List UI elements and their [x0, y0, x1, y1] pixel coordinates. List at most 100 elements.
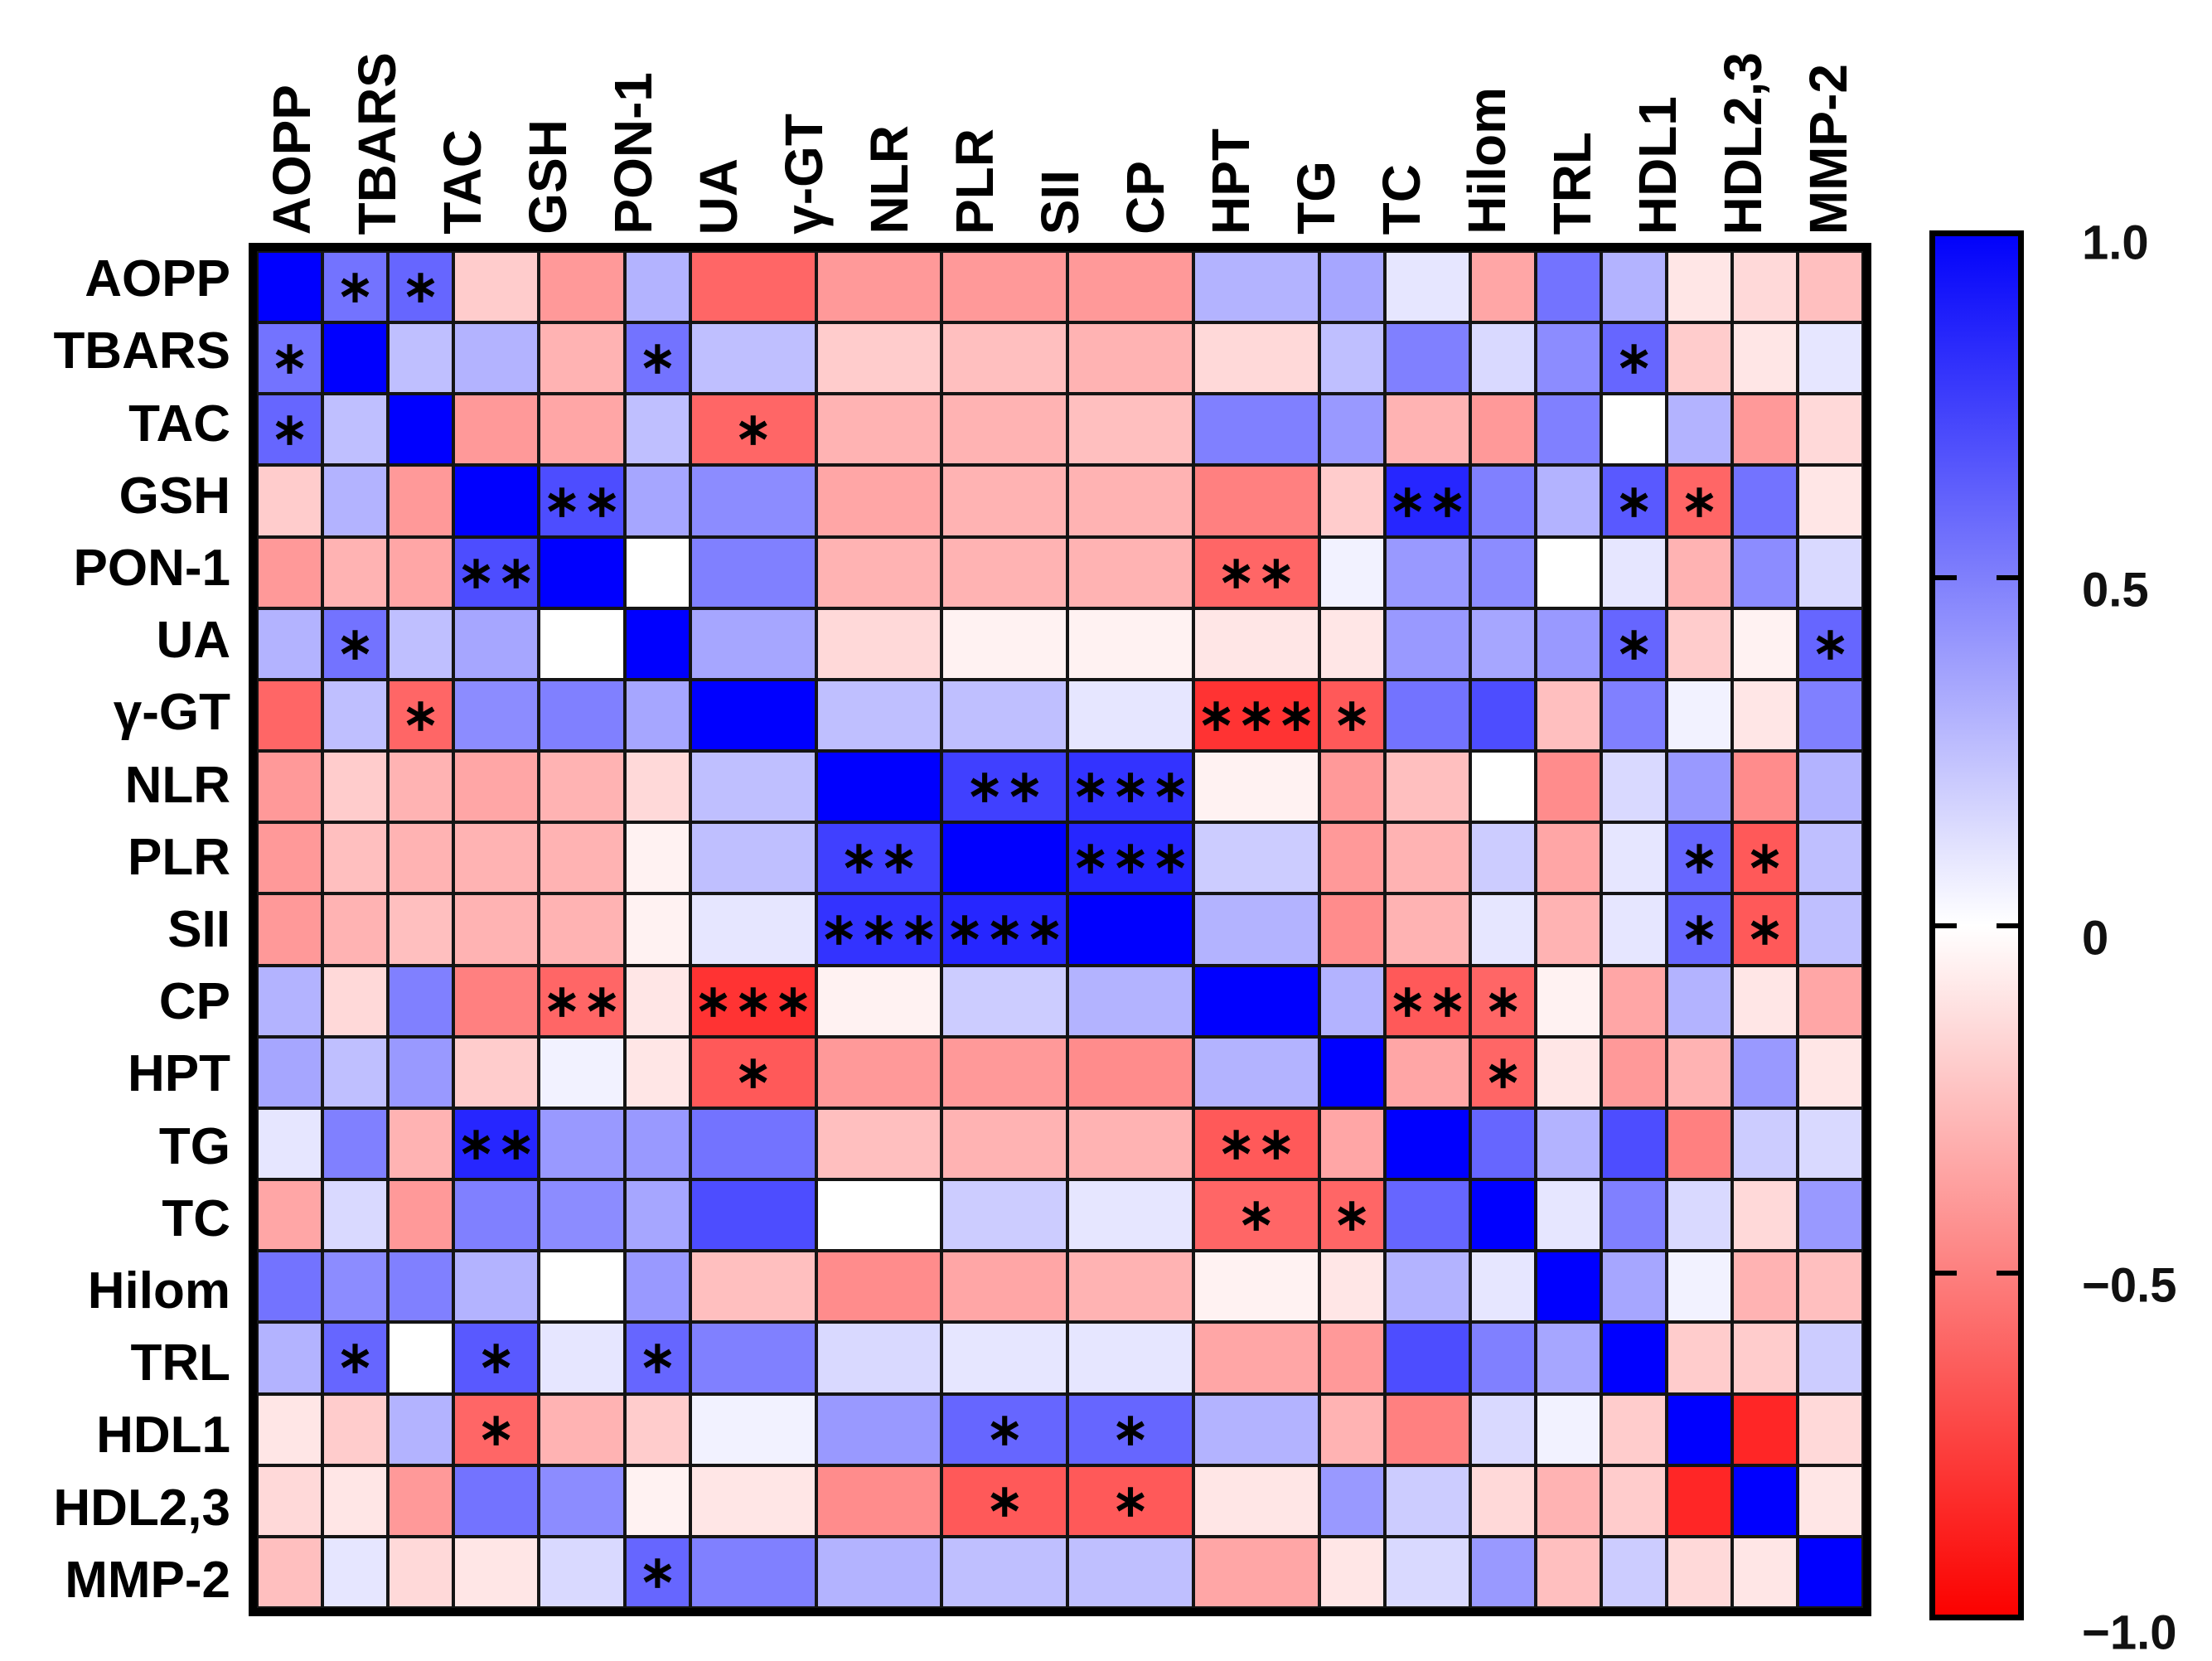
heatmap-cell: [1601, 1393, 1667, 1465]
row-label-PLR: PLR: [128, 828, 230, 886]
heatmap-cell: [1667, 394, 1733, 466]
heatmap-cell: [941, 465, 1068, 537]
heatmap-cell: [453, 608, 540, 680]
heatmap-cell: [1732, 679, 1798, 752]
heatmap-cell: [1067, 679, 1193, 752]
heatmap-cell: [1319, 822, 1385, 894]
heatmap-cell: [322, 893, 388, 966]
heatmap-cell: ∗: [322, 1322, 388, 1394]
heatmap-cell: [322, 394, 388, 466]
row-label-MMP-2: MMP-2: [65, 1551, 230, 1609]
significance-marker: ∗∗: [1217, 547, 1298, 598]
heatmap-cell: [1732, 465, 1798, 537]
heatmap-cell: [1384, 1465, 1471, 1537]
heatmap-cell: [1732, 394, 1798, 466]
heatmap-cell: [322, 1251, 388, 1323]
heatmap-cell: [387, 1393, 453, 1465]
heatmap-cell: [1601, 1036, 1667, 1108]
heatmap-cell: [1384, 679, 1471, 752]
heatmap-cell: [1319, 965, 1385, 1037]
heatmap-cell: [690, 1107, 816, 1180]
heatmap-cell: [257, 608, 322, 680]
heatmap-cell: ∗: [1667, 893, 1733, 966]
col-label-HDL1: HDL1: [1615, 0, 1701, 238]
heatmap-cell: [1732, 1465, 1798, 1537]
heatmap-cell: [387, 1536, 453, 1608]
col-label-NLR: NLR: [846, 0, 932, 238]
significance-marker: ∗∗: [1388, 976, 1469, 1026]
heatmap-cell: [690, 822, 816, 894]
heatmap-cell: ∗: [624, 1536, 690, 1608]
heatmap-cell: [1798, 322, 1863, 395]
heatmap-cell: [453, 1465, 540, 1537]
heatmap-cell: [1319, 465, 1385, 537]
heatmap-cell: [690, 1465, 816, 1537]
colorbar-tick-mark: [1997, 575, 2018, 581]
heatmap-cell: [1536, 1036, 1602, 1108]
heatmap-cell: ∗: [941, 1393, 1068, 1465]
heatmap-cell: ∗: [387, 251, 453, 323]
heatmap-cell: [539, 1036, 625, 1108]
heatmap-cell: [539, 1107, 625, 1180]
heatmap-cell: [1470, 536, 1537, 608]
heatmap-cell: [816, 751, 942, 823]
heatmap-cell: [387, 1322, 453, 1394]
significance-marker: ∗∗∗: [694, 976, 815, 1026]
heatmap-cell: [453, 679, 540, 752]
heatmap-cell: [941, 1036, 1068, 1108]
heatmap-cell: [941, 322, 1068, 395]
heatmap-cell: ∗∗: [1384, 465, 1471, 537]
heatmap-cell: [1193, 893, 1319, 966]
col-label-text: SII: [1029, 169, 1090, 235]
heatmap-cell: [539, 1465, 625, 1537]
heatmap-cell: ∗: [322, 608, 388, 680]
heatmap-cell: [1384, 1036, 1471, 1108]
heatmap-cell: [539, 1179, 625, 1252]
col-label-text: TRL: [1542, 131, 1603, 235]
heatmap-cell: [1601, 751, 1667, 823]
row-label-TRL: TRL: [130, 1334, 230, 1392]
heatmap-cell: [816, 394, 942, 466]
heatmap-cell: [1536, 1251, 1602, 1323]
heatmap-cell: [1732, 1393, 1798, 1465]
heatmap-cell: ∗: [624, 322, 690, 395]
heatmap-cell: [816, 1036, 942, 1108]
heatmap-cell: [1536, 608, 1602, 680]
heatmap-cell: [1536, 679, 1602, 752]
heatmap-cell: [624, 251, 690, 323]
row-label-HDL2,3: HDL2,3: [53, 1479, 230, 1537]
heatmap-cell: ∗: [1193, 1179, 1319, 1252]
heatmap-cell: [1384, 251, 1471, 323]
heatmap-cell: [1667, 1465, 1733, 1537]
row-label-TG: TG: [158, 1117, 230, 1175]
colorbar-tick-mark: [1935, 1270, 1957, 1276]
col-label-text: UA: [688, 157, 748, 235]
heatmap-cell: [322, 1393, 388, 1465]
heatmap-cell: [1732, 1251, 1798, 1323]
significance-marker: ∗∗∗: [946, 904, 1067, 955]
heatmap-cell: [1319, 893, 1385, 966]
heatmap-cell: [1384, 1536, 1471, 1608]
heatmap-cell: [1067, 1036, 1193, 1108]
heatmap-cell: ∗∗∗: [1067, 751, 1193, 823]
heatmap-cell: [387, 1251, 453, 1323]
heatmap-cell: [690, 536, 816, 608]
heatmap-cell: [257, 1465, 322, 1537]
heatmap-cell: [1319, 1536, 1385, 1608]
heatmap-cell: [624, 822, 690, 894]
heatmap-cell: ∗∗∗: [816, 893, 942, 966]
heatmap-cell: [941, 608, 1068, 680]
row-label-γ-GT: γ-GT: [113, 684, 230, 742]
row-label-AOPP: AOPP: [85, 250, 230, 308]
significance-marker: ∗: [734, 404, 775, 455]
significance-marker: ∗: [985, 1404, 1026, 1455]
heatmap-cell: [941, 1251, 1068, 1323]
heatmap-cell: [257, 1036, 322, 1108]
significance-marker: ∗∗∗: [820, 904, 941, 955]
col-label-TAC: TAC: [419, 0, 505, 238]
heatmap-cell: [1601, 893, 1667, 966]
heatmap-cell: [1470, 322, 1537, 395]
heatmap-cell: ∗∗: [816, 822, 942, 894]
heatmap-cell: [1667, 679, 1733, 752]
significance-marker: ∗∗∗: [1072, 833, 1192, 884]
